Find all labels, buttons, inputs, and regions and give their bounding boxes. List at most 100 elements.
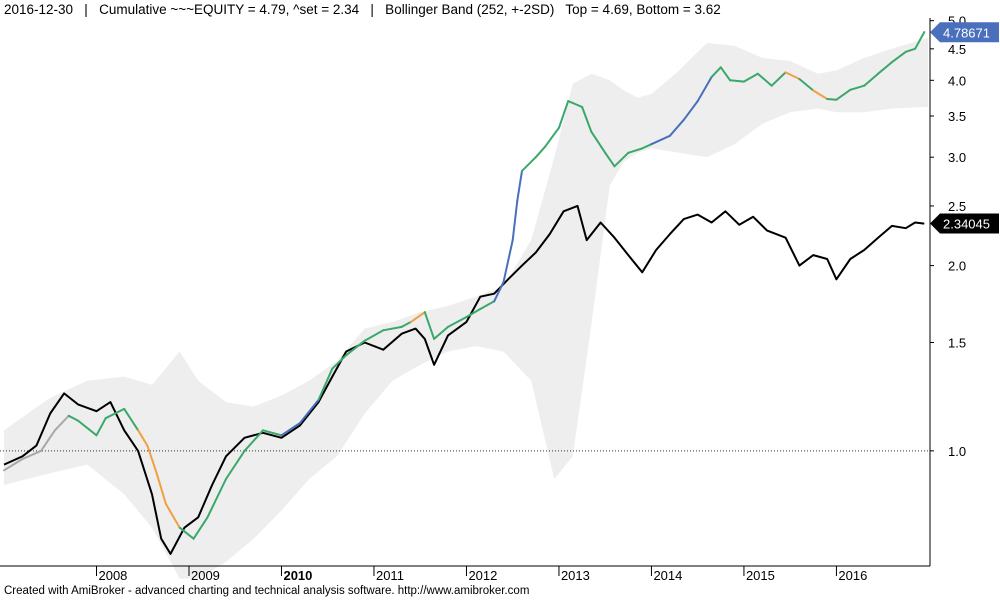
equity-segment bbox=[849, 84, 866, 91]
equity-segment bbox=[382, 325, 403, 332]
equity-segment bbox=[581, 106, 593, 133]
equity-segment bbox=[345, 339, 366, 357]
equity-segment bbox=[729, 79, 745, 83]
equity-segment bbox=[877, 61, 893, 75]
equity-segment bbox=[262, 429, 283, 437]
equity-segment bbox=[770, 71, 787, 87]
chart-header: 2016-12-30 | Cumulative ~~~EQUITY = 4.79… bbox=[4, 2, 721, 17]
x-tick-label: 2014 bbox=[653, 568, 682, 583]
equity-last-value-label: 4.78671 bbox=[930, 22, 999, 43]
y-tick-label: 1.0 bbox=[948, 444, 966, 459]
equity-segment bbox=[178, 526, 195, 540]
bollinger-band bbox=[4, 37, 928, 579]
equity-segment bbox=[511, 199, 519, 242]
equity-segment bbox=[682, 100, 699, 121]
equity-segment bbox=[567, 100, 584, 108]
equity-segment bbox=[696, 76, 713, 103]
benchmark-line bbox=[3, 204, 925, 555]
equity-segment bbox=[719, 66, 732, 82]
equity-segment bbox=[502, 239, 514, 284]
equity-segment bbox=[77, 419, 98, 437]
x-tick-label: 2008 bbox=[98, 568, 127, 583]
equity-segment bbox=[516, 169, 523, 202]
equity-segment bbox=[641, 143, 653, 150]
benchmark-last-value-label-background bbox=[930, 213, 999, 234]
y-tick-label: 2.5 bbox=[948, 199, 966, 214]
y-tick-label: 4.0 bbox=[948, 73, 966, 88]
equity-segment bbox=[826, 98, 838, 101]
equity-segment bbox=[835, 88, 852, 101]
equity-segment bbox=[521, 156, 537, 172]
equity-segment bbox=[40, 429, 56, 452]
equity-segment bbox=[534, 145, 547, 159]
equity-segment bbox=[400, 320, 412, 328]
bollinger-band-area bbox=[4, 37, 928, 579]
equity-last-value-label-text: 4.78671 bbox=[943, 25, 990, 40]
equity-segment bbox=[206, 478, 227, 519]
equity-segment bbox=[363, 329, 385, 342]
equity-segment bbox=[423, 311, 436, 340]
equity-segment bbox=[465, 308, 482, 318]
equity-segment bbox=[123, 407, 140, 432]
equity-segment bbox=[192, 516, 209, 540]
y-tick-label: 3.0 bbox=[948, 150, 966, 165]
equity-segment bbox=[53, 414, 70, 432]
y-tick-label: 3.5 bbox=[948, 109, 966, 124]
y-tick-label: 4.5 bbox=[948, 42, 966, 57]
equity-segment bbox=[742, 72, 759, 83]
equity-segment bbox=[447, 316, 468, 328]
x-axis: 2008 2009 2010 2011 2012 2013 2014 2015 2016 bbox=[95, 566, 867, 583]
equity-series bbox=[3, 31, 926, 540]
equity-segment bbox=[590, 130, 607, 154]
equity-segment bbox=[784, 71, 801, 80]
y-tick-label: 2.0 bbox=[948, 259, 966, 274]
equity-segment bbox=[604, 151, 616, 168]
equity-segment bbox=[21, 449, 42, 460]
equity-segment bbox=[433, 325, 449, 340]
equity-segment bbox=[812, 89, 829, 100]
x-tick-label: 2011 bbox=[376, 568, 404, 583]
equity-segment bbox=[280, 422, 301, 437]
equity-segment bbox=[146, 444, 158, 475]
equity-segment bbox=[299, 398, 320, 424]
equity-segment bbox=[668, 118, 685, 137]
equity-last-value-label-background bbox=[930, 22, 999, 43]
equity-segment bbox=[863, 72, 880, 87]
equity-segment bbox=[756, 72, 773, 87]
y-axis: 1.01.52.02.53.03.54.04.55.0 bbox=[930, 14, 966, 459]
equity-segment bbox=[243, 429, 264, 452]
equity-segment bbox=[137, 429, 149, 447]
equity-segment bbox=[164, 502, 181, 529]
equity-segment bbox=[317, 367, 334, 401]
x-tick-label: 2016 bbox=[838, 568, 867, 583]
x-tick-label: 2012 bbox=[468, 568, 497, 583]
x-tick-label: 2009 bbox=[191, 568, 220, 583]
benchmark-series bbox=[3, 204, 925, 555]
equity-segment bbox=[613, 151, 630, 168]
equity-segment bbox=[479, 300, 496, 310]
equity-segment bbox=[544, 126, 560, 148]
equity-segment bbox=[493, 281, 505, 303]
last-value-labels: 4.78671 2.34045 bbox=[930, 22, 999, 234]
equity-segment bbox=[890, 50, 907, 64]
chart-footer: Created with AmiBroker - advanced charti… bbox=[4, 585, 530, 597]
x-tick-label: 2010 bbox=[283, 568, 312, 583]
equity-segment bbox=[710, 66, 722, 78]
x-tick-label: 2013 bbox=[561, 568, 590, 583]
equity-segment bbox=[104, 407, 126, 420]
benchmark-last-value-label: 2.34045 bbox=[930, 213, 999, 234]
equity-segment bbox=[798, 78, 815, 92]
equity-segment bbox=[95, 417, 107, 437]
y-tick-label: 1.5 bbox=[948, 335, 966, 350]
equity-segment bbox=[331, 354, 348, 370]
equity-segment bbox=[627, 147, 644, 154]
equity-segment bbox=[3, 458, 24, 472]
equity-segment bbox=[914, 31, 926, 50]
equity-segment bbox=[155, 472, 167, 505]
equity-segment bbox=[650, 134, 671, 146]
equity-segment bbox=[67, 414, 79, 422]
equity-segment bbox=[904, 47, 917, 53]
equity-segment bbox=[410, 311, 426, 323]
benchmark-last-value-label-text: 2.34045 bbox=[943, 217, 990, 232]
